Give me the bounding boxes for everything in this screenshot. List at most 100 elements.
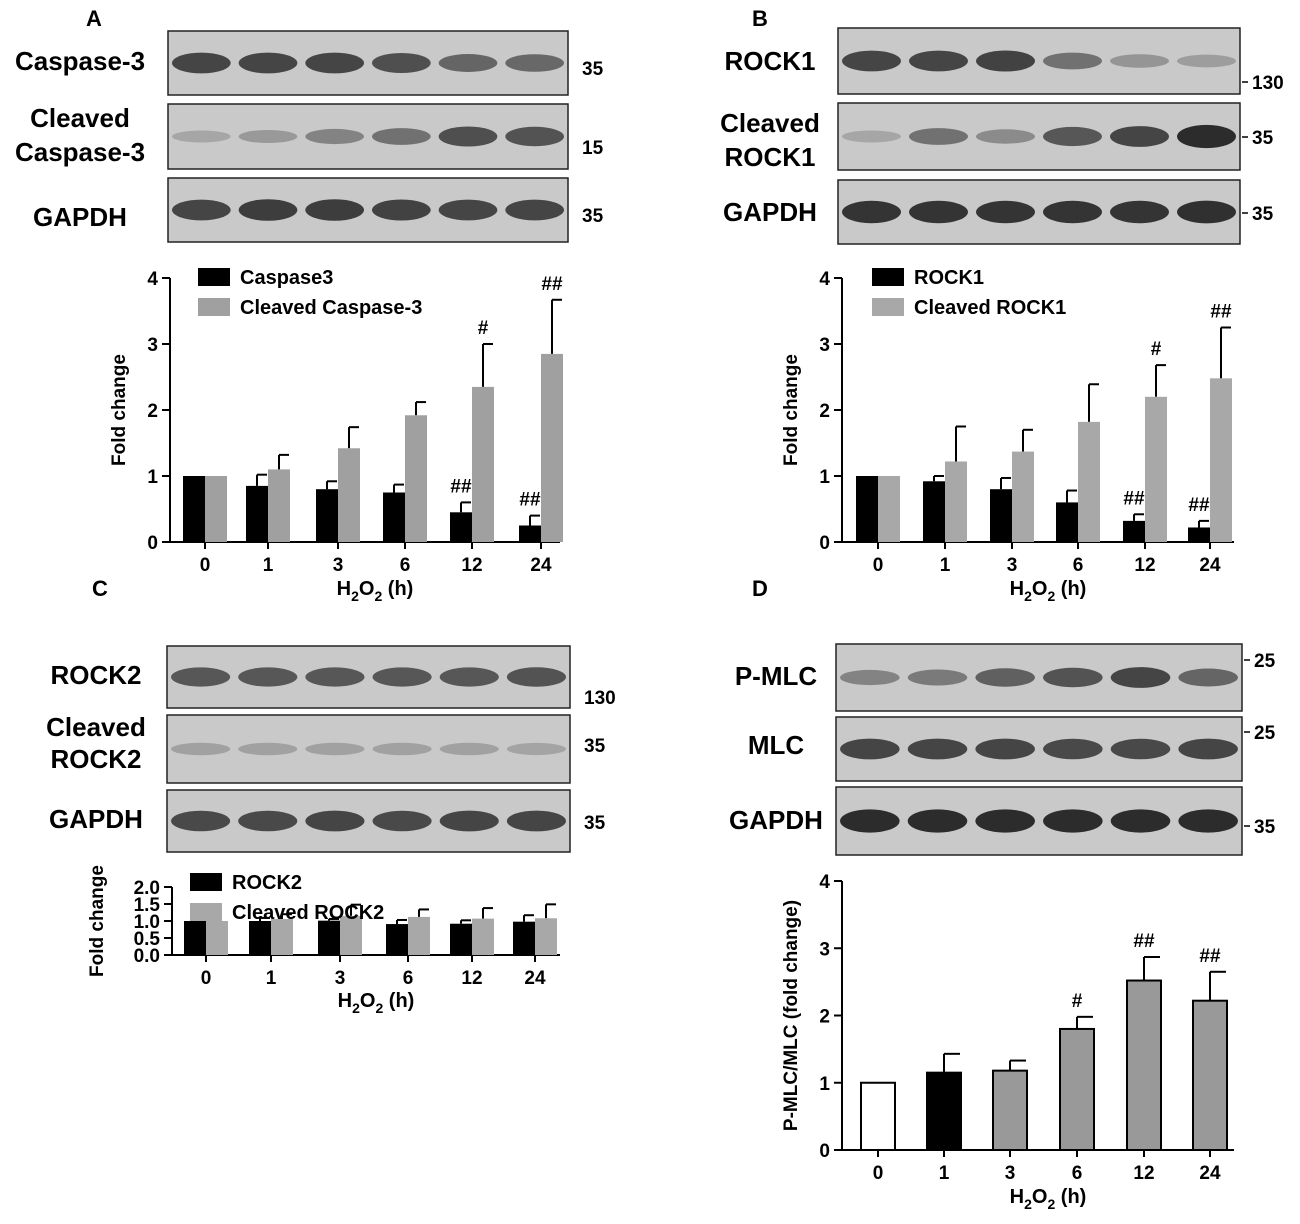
panel-letter: A: [86, 6, 102, 31]
blot-band: [907, 809, 968, 833]
x-axis-label-part: 2: [352, 1000, 360, 1016]
y-tick-label: 1.5: [134, 895, 161, 916]
x-tick-label: 6: [1073, 555, 1084, 576]
blot-band: [305, 128, 364, 145]
x-axis-label-part: 2: [1024, 1196, 1032, 1212]
bar: [472, 918, 494, 955]
x-axis-label-part: H: [338, 990, 352, 1012]
blot-frame: [835, 716, 1243, 782]
blot-label: GAPDH: [33, 202, 127, 232]
blot-label: Caspase-3: [15, 137, 145, 167]
significance-mark: #: [1151, 339, 1162, 360]
x-tick-label: 24: [1199, 1163, 1221, 1184]
blot-band: [1178, 738, 1238, 760]
blot-2: GAPDH 35: [49, 789, 606, 853]
blot-band: [1110, 54, 1169, 68]
blot-band: [438, 199, 498, 221]
x-axis-label-part: 2: [1024, 588, 1032, 604]
mw-marker: 15: [582, 138, 604, 159]
bar: [856, 476, 878, 542]
blot-band: [171, 742, 231, 756]
mw-marker: 130: [1252, 73, 1284, 94]
bar: [1078, 421, 1100, 542]
x-tick-label: 24: [1199, 555, 1221, 576]
bar: [513, 921, 535, 955]
x-axis-label-part: (h): [382, 578, 413, 600]
x-tick-label: 24: [530, 555, 552, 576]
y-tick-label: 0.0: [134, 946, 160, 967]
mw-marker: 130: [584, 688, 616, 709]
bar: [1126, 979, 1162, 1152]
blot-band: [438, 54, 498, 72]
significance-mark: #: [478, 318, 489, 339]
blot-band: [1110, 809, 1171, 833]
bar: [1188, 527, 1210, 542]
blot-frame: [167, 177, 569, 243]
blot-band: [840, 738, 900, 760]
x-tick-label: 1: [940, 555, 951, 576]
blot-band: [1043, 809, 1103, 833]
mw-marker: 35: [1252, 204, 1274, 225]
y-tick-label: 1: [147, 467, 158, 488]
x-axis-label-part: 2: [1047, 588, 1055, 604]
x-tick-label: 6: [403, 968, 414, 989]
x-axis-label: H2O2 (h): [1010, 578, 1087, 604]
y-tick-label: 4: [147, 269, 158, 290]
blot-band: [1178, 668, 1238, 687]
mw-marker: 25: [1254, 723, 1276, 744]
bar: [1056, 502, 1078, 542]
bar: [535, 918, 557, 955]
x-tick-label: 12: [461, 555, 482, 576]
y-tick-label: 3: [147, 335, 158, 356]
blot-frame: [167, 103, 569, 170]
bar: [450, 923, 472, 955]
blot-band: [439, 667, 499, 687]
blot-label: GAPDH: [723, 197, 817, 227]
blot-band: [1177, 124, 1236, 149]
blot-band: [238, 52, 298, 74]
blot-label: ROCK1: [724, 46, 815, 76]
y-axis-label: P-MLC/MLC (fold change): [781, 900, 802, 1131]
y-tick-label: 1: [819, 1074, 830, 1095]
blot-label: Caspase-3: [15, 46, 145, 76]
bar: [183, 476, 205, 542]
bar: [541, 353, 563, 542]
x-axis-label-part: 2: [1047, 1196, 1055, 1212]
blot-band: [372, 128, 431, 145]
blot-label: ROCK2: [50, 660, 141, 690]
x-tick-label: 3: [1007, 555, 1018, 576]
bar: [205, 476, 227, 542]
x-tick-label: 3: [333, 555, 344, 576]
legend-label: ROCK2: [232, 872, 302, 894]
blot-2: GAPDH 35: [723, 179, 1274, 245]
blot-label: GAPDH: [49, 804, 143, 834]
bar: [945, 461, 967, 542]
legend-swatch: [190, 903, 222, 921]
bar: [519, 525, 541, 542]
blot-band: [438, 126, 498, 147]
blot-frame: [837, 102, 1241, 171]
legend-label: ROCK1: [914, 267, 984, 289]
blot-band: [976, 50, 1035, 72]
y-tick-label: 2.0: [134, 878, 160, 899]
blot-1: Cleaved Caspase-3 15: [15, 103, 604, 170]
blot-band: [505, 126, 564, 147]
bar: [990, 489, 1012, 542]
blot-band: [842, 130, 901, 143]
x-tick-label: 0: [200, 555, 211, 576]
blot-band: [372, 53, 431, 73]
blot-band: [1178, 809, 1238, 833]
bar: [472, 386, 494, 542]
blot-band: [1177, 200, 1236, 224]
blot-frame: [167, 30, 569, 96]
x-axis-label: H2O2 (h): [338, 990, 415, 1016]
significance-mark: ##: [1133, 931, 1155, 952]
blot-frame: [837, 27, 1241, 95]
y-tick-label: 2: [819, 401, 830, 422]
blot-band: [505, 54, 564, 72]
